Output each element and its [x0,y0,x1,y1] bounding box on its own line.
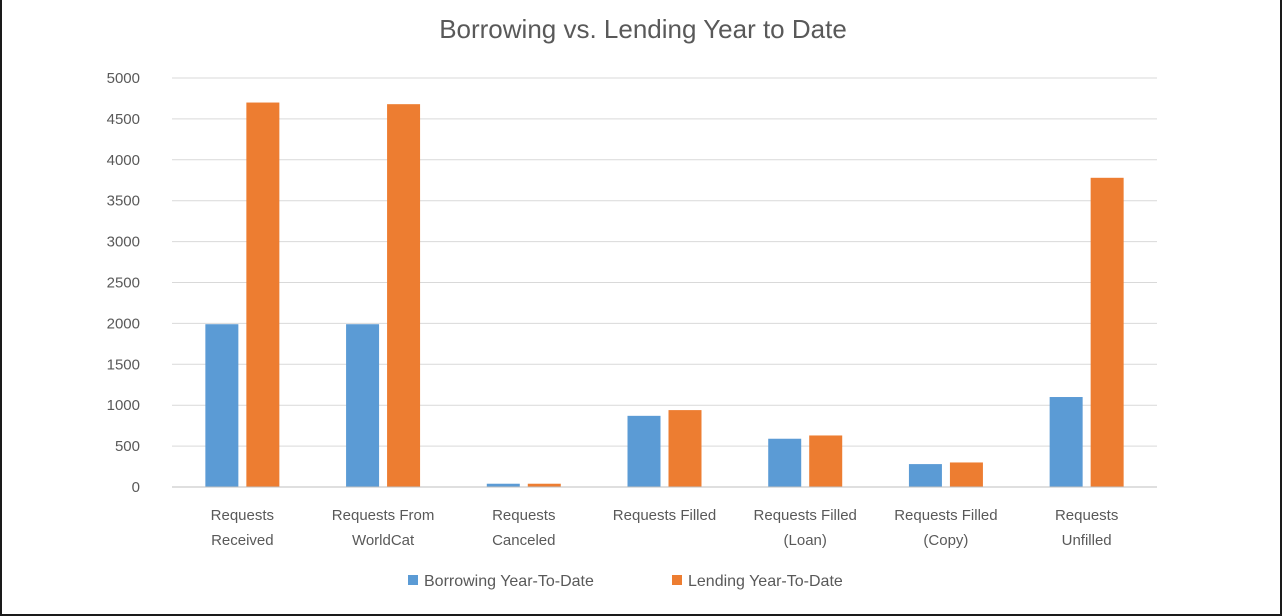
category-label: Requests Filled (Loan) [754,507,857,549]
bar-borrowing [486,483,520,487]
category-label-line: Received [211,532,274,549]
category-label: Requests From WorldCat [332,507,435,549]
category-label-line: Requests Filled [613,507,716,524]
y-tick-label: 3500 [107,193,140,210]
gridlines [172,77,1157,447]
category-label-line: Requests Filled [754,507,857,524]
bar-borrowing [768,438,802,487]
category-label-line: Canceled [492,532,555,549]
bar-lending [949,462,983,487]
legend-label: Lending Year-To-Date [688,573,843,590]
category-label-line: (Copy) [923,532,968,549]
y-tick-label: 500 [115,438,140,455]
category-label-line: (Loan) [784,532,827,549]
y-tick-label: 1000 [107,397,140,414]
category-label: Requests Filled [613,507,716,524]
y-tick-label: 4000 [107,152,140,169]
y-tick-label: 4500 [107,111,140,128]
y-tick-label: 3000 [107,234,140,251]
category-label-line: Requests Filled [894,507,997,524]
bar-lending [246,102,280,487]
bar-borrowing [346,324,380,487]
category-label: Requests Filled (Copy) [894,507,997,549]
legend: Borrowing Year-To-Date Lending Year-To-Da… [408,573,843,590]
y-tick-label: 2500 [107,275,140,292]
bar-lending [809,435,843,487]
bar-borrowing [205,324,239,487]
legend-swatch [408,575,418,585]
category-label-line: Requests [492,507,555,524]
bar-lending [668,410,702,487]
category-label: Requests Received [211,507,274,549]
bar-borrowing [1049,397,1083,487]
legend-label: Borrowing Year-To-Date [424,573,594,590]
legend-swatch [672,575,682,585]
bar-lending [527,483,561,487]
category-label-line: Unfilled [1062,532,1112,549]
category-label-line: WorldCat [352,532,415,549]
category-label: Requests Canceled [492,507,555,549]
bar-borrowing [627,415,661,487]
y-tick-label: 2000 [107,315,140,332]
bars [205,102,1124,488]
category-label-line: Requests From [332,507,435,524]
y-axis-tick-labels: 0 500 1000 1500 2000 2500 3000 3500 4000 4500 5000 [107,70,140,496]
category-label-line: Requests [211,507,274,524]
category-label-line: Requests [1055,507,1118,524]
bar-borrowing [908,464,942,487]
y-tick-label: 0 [132,479,140,496]
category-label: Requests Unfilled [1055,507,1118,549]
bar-lending [387,104,421,488]
bar-lending [1090,177,1124,487]
y-tick-label: 1500 [107,356,140,373]
y-tick-label: 5000 [107,70,140,87]
chart-title: Borrowing vs. Lending Year to Date [439,14,847,44]
